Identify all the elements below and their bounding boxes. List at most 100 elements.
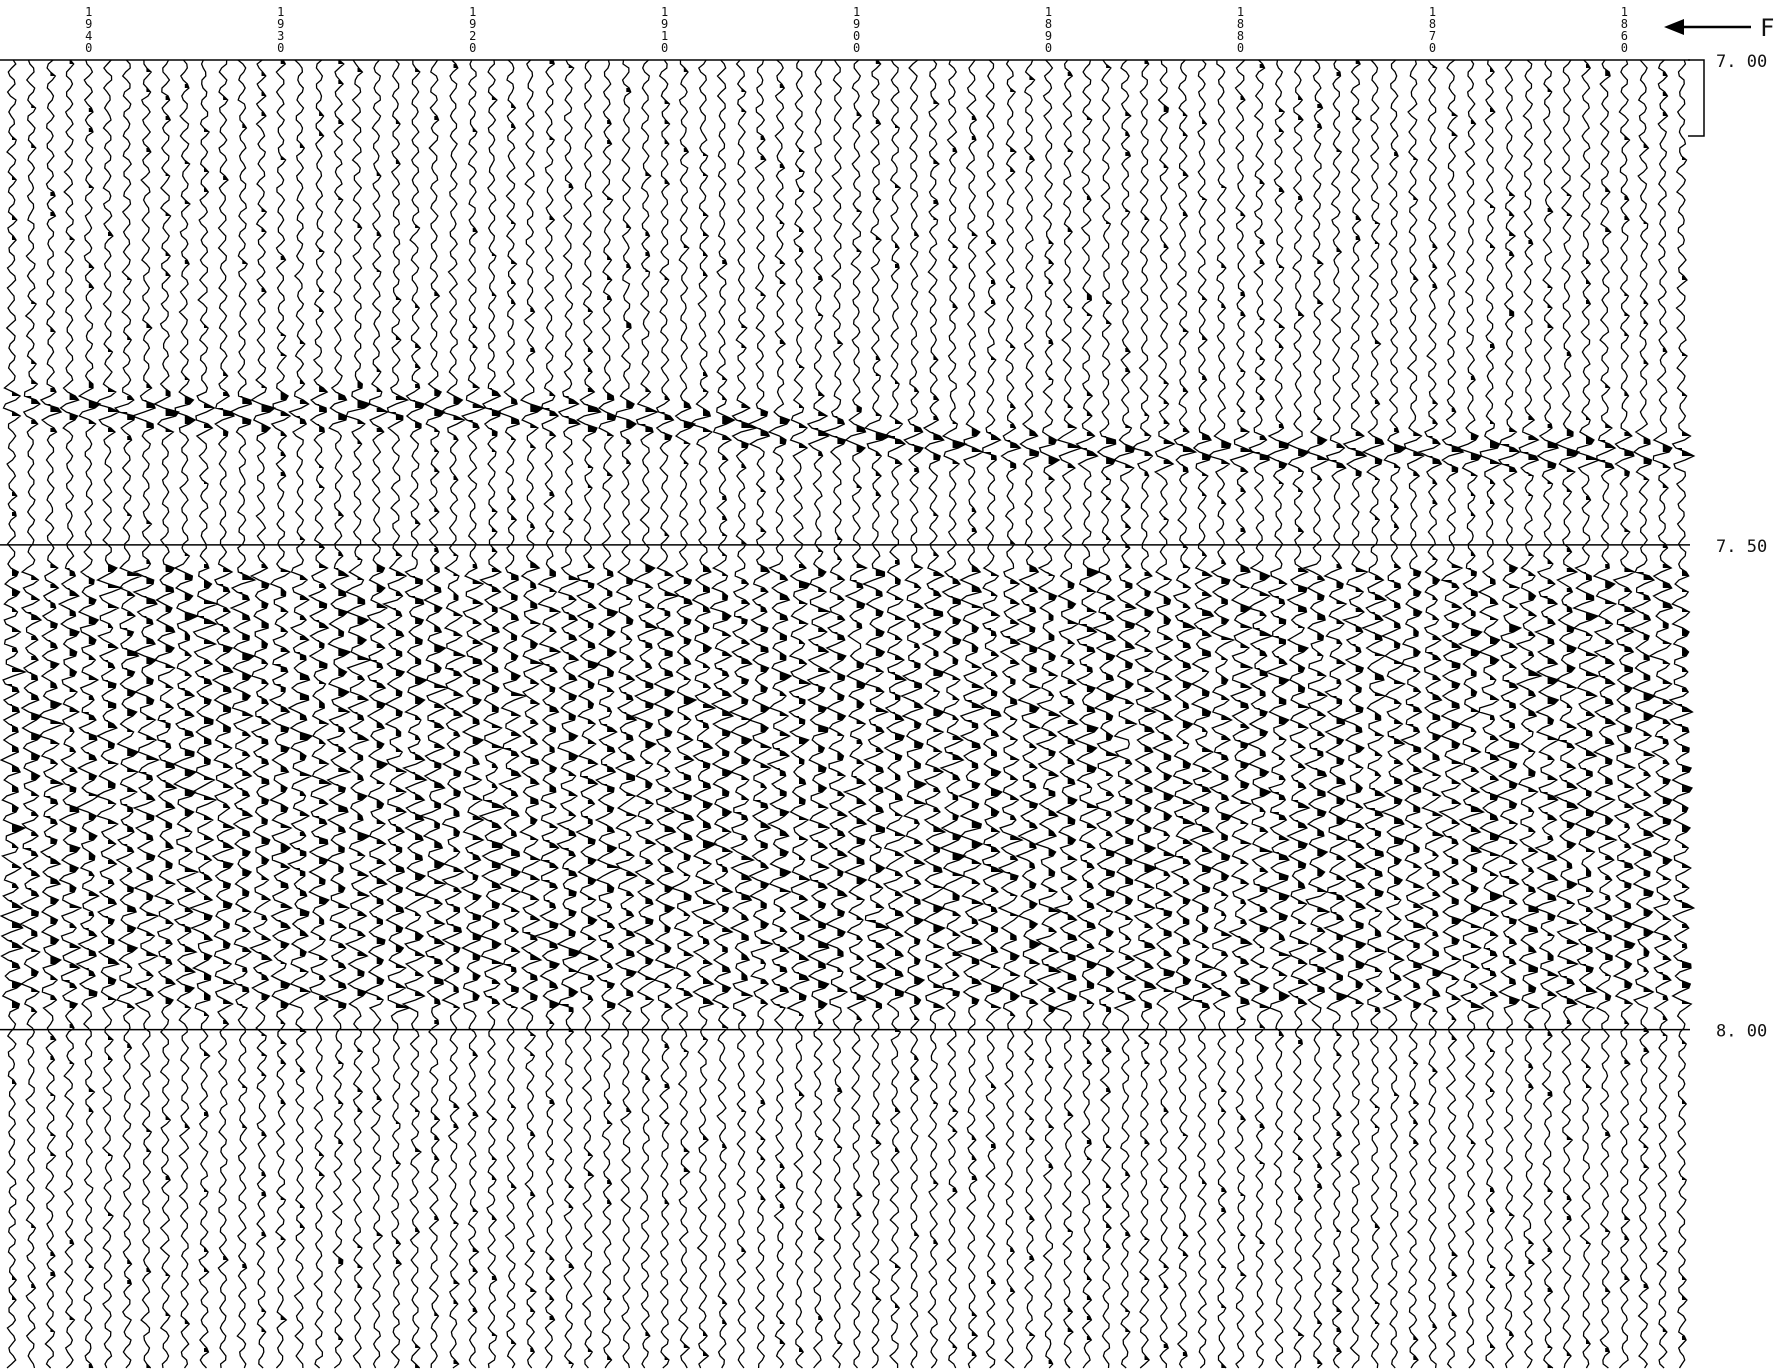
trace-wiggle-fill	[1235, 96, 1254, 1276]
seismic-trace	[1553, 59, 1581, 1369]
seismic-trace	[1150, 59, 1177, 1369]
trace-wiggle-fill	[1655, 72, 1673, 1332]
trace-wiggle-fill	[1499, 192, 1521, 1336]
seismic-traces	[0, 59, 1696, 1369]
trace-wiggle-fill	[1388, 152, 1406, 1096]
trace-wiggle-fill	[1367, 220, 1386, 1324]
trace-wiggle-fill	[1327, 72, 1348, 1352]
trace-wiggle-fill	[1348, 60, 1368, 1004]
trace-wiggle-fill	[928, 100, 945, 1244]
trace-wiggle-fill	[965, 116, 984, 1356]
trace-wiggle-fill	[483, 96, 505, 1336]
seismic-trace	[1323, 59, 1350, 1369]
trace-wiggle-fill	[256, 72, 275, 1332]
seismic-trace	[439, 59, 467, 1369]
trace-wiggle-fill	[850, 112, 867, 1216]
seismic-trace	[688, 59, 718, 1369]
trace-wiggle-fill	[1520, 240, 1541, 1264]
seismic-trace	[882, 59, 908, 1368]
trace-wiggle-fill	[370, 172, 388, 1236]
seismic-trace	[1033, 59, 1062, 1369]
trace-wiggle-fill	[1214, 184, 1234, 1368]
time-tick-label: 7. 00	[1716, 52, 1767, 72]
seismic-trace	[997, 59, 1024, 1369]
direction-label: F	[1760, 14, 1774, 42]
seismic-trace	[842, 59, 868, 1369]
trace-wiggle-fill	[1580, 64, 1600, 1344]
trace-wiggle-fill	[1465, 120, 1484, 1144]
seismic-trace	[861, 59, 892, 1369]
seismic-trace	[19, 59, 43, 1369]
trace-wiggle-fill	[1425, 64, 1444, 1328]
seismic-trace	[630, 59, 659, 1369]
seismic-trace	[268, 59, 294, 1369]
seismic-trace	[37, 59, 66, 1369]
seismic-trace	[1112, 59, 1138, 1369]
trace-wiggle-fill	[62, 60, 81, 1320]
seismic-trace	[786, 59, 812, 1369]
seismic-trace	[594, 59, 623, 1369]
seismic-trace	[669, 59, 698, 1369]
seismic-trace	[920, 59, 947, 1369]
seismic-trace	[1532, 59, 1560, 1369]
seismic-trace	[1170, 59, 1198, 1369]
trace-wiggle-fill	[1558, 192, 1579, 1356]
seismic-trace	[1477, 59, 1504, 1369]
trace-wiggle-fill	[427, 116, 448, 1316]
seismic-trace	[821, 59, 849, 1369]
trace-wiggle-fill	[1617, 136, 1635, 1280]
trace-wiggle-fill	[103, 232, 122, 1216]
seismic-trace	[1494, 59, 1523, 1369]
time-axis: 7. 00 7. 50 8. 00	[1716, 52, 1767, 1042]
trace-wiggle-fill	[466, 128, 485, 1312]
seismic-trace	[1438, 59, 1465, 1369]
trace-wiggle-fill	[82, 108, 100, 1368]
seismic-trace	[575, 59, 602, 1369]
trace-wiggle-fill	[236, 124, 255, 1268]
seismic-trace	[344, 59, 373, 1369]
trace-wiggle-fill	[1252, 64, 1272, 1244]
seismic-trace	[1379, 59, 1408, 1369]
seismic-trace	[1400, 59, 1427, 1369]
seismic-trace	[1092, 59, 1121, 1369]
seismic-trace	[1264, 59, 1292, 1369]
trace-wiggle-fill	[885, 124, 906, 1308]
seismic-trace	[766, 59, 793, 1369]
seismic-trace	[614, 59, 638, 1369]
seismic-trace	[153, 59, 180, 1369]
seismic-trace	[556, 59, 583, 1369]
trace-wiggle-fill	[1193, 120, 1214, 1184]
seismic-trace	[806, 59, 832, 1369]
trace-wiggle-fill	[1675, 156, 1694, 1340]
trace-wiggle-fill	[1062, 72, 1082, 1332]
seismic-trace	[1302, 59, 1331, 1369]
trace-wiggle-fill	[1483, 68, 1502, 1348]
trace-wiggle-fill	[697, 152, 716, 1356]
trace-wiggle-fill	[44, 72, 64, 1332]
seismic-trace	[211, 59, 236, 1369]
trace-wiggle-fill	[409, 68, 427, 1368]
trace-wiggle-fill	[716, 260, 735, 1324]
seismic-trace	[1360, 59, 1388, 1369]
trace-wiggle-fill	[313, 112, 331, 1176]
time-tick-label: 7. 50	[1716, 537, 1767, 557]
direction-indicator: F	[1664, 14, 1774, 42]
timing-lines	[0, 59, 1690, 1031]
trace-wiggle-fill	[1270, 108, 1291, 1036]
trace-wiggle-fill	[1099, 64, 1119, 1248]
trace-wiggle-fill	[1309, 104, 1329, 1364]
trace-wiggle-fill	[541, 60, 560, 1320]
seismic-trace	[1611, 59, 1637, 1369]
seismic-trace	[956, 59, 986, 1369]
seismic-trace	[519, 59, 545, 1369]
seismic-trace	[1052, 59, 1084, 1369]
seismic-trace	[478, 59, 507, 1369]
seismic-trace	[188, 59, 220, 1369]
seismic-trace	[1131, 59, 1159, 1369]
